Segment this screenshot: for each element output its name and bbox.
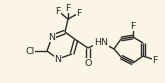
Text: N: N bbox=[49, 33, 55, 42]
Text: F: F bbox=[65, 3, 71, 13]
Text: Cl: Cl bbox=[25, 46, 35, 56]
Text: O: O bbox=[84, 59, 92, 67]
Text: N: N bbox=[54, 55, 62, 63]
Text: F: F bbox=[130, 21, 136, 30]
Text: HN: HN bbox=[94, 38, 108, 46]
Text: F: F bbox=[76, 8, 82, 18]
Text: F: F bbox=[152, 56, 158, 64]
Text: F: F bbox=[55, 6, 61, 16]
